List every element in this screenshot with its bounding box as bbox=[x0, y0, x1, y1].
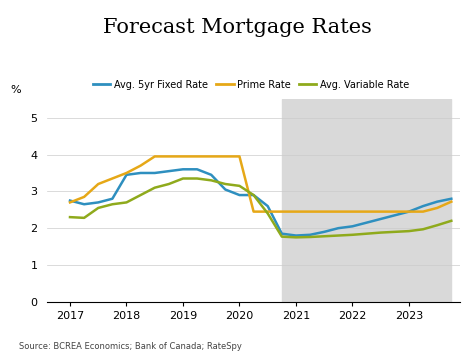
Prime Rate bbox=[222, 154, 228, 159]
Avg. 5yr Fixed Rate bbox=[67, 198, 73, 203]
Avg. 5yr Fixed Rate bbox=[293, 233, 299, 237]
Avg. 5yr Fixed Rate bbox=[166, 169, 172, 173]
Avg. Variable Rate bbox=[420, 227, 426, 231]
Text: %: % bbox=[10, 85, 21, 95]
Avg. Variable Rate bbox=[194, 176, 200, 181]
Prime Rate bbox=[81, 195, 87, 199]
Prime Rate bbox=[293, 209, 299, 214]
Prime Rate bbox=[364, 209, 369, 214]
Avg. 5yr Fixed Rate bbox=[420, 204, 426, 208]
Avg. 5yr Fixed Rate bbox=[95, 200, 101, 204]
Avg. 5yr Fixed Rate bbox=[222, 187, 228, 192]
Bar bbox=[282, 99, 451, 302]
Text: Source: BCREA Economics; Bank of Canada; RateSpy: Source: BCREA Economics; Bank of Canada;… bbox=[19, 343, 242, 351]
Avg. Variable Rate bbox=[67, 215, 73, 219]
Avg. 5yr Fixed Rate bbox=[434, 200, 440, 204]
Avg. 5yr Fixed Rate bbox=[237, 193, 242, 197]
Avg. Variable Rate bbox=[350, 233, 356, 237]
Avg. 5yr Fixed Rate bbox=[392, 213, 398, 217]
Prime Rate bbox=[307, 209, 313, 214]
Prime Rate bbox=[138, 164, 144, 168]
Prime Rate bbox=[448, 200, 454, 204]
Avg. Variable Rate bbox=[364, 231, 369, 236]
Avg. Variable Rate bbox=[336, 233, 341, 237]
Avg. Variable Rate bbox=[138, 193, 144, 197]
Avg. Variable Rate bbox=[180, 176, 186, 181]
Avg. 5yr Fixed Rate bbox=[194, 167, 200, 171]
Prime Rate bbox=[434, 206, 440, 210]
Avg. Variable Rate bbox=[237, 184, 242, 188]
Prime Rate bbox=[279, 209, 285, 214]
Prime Rate bbox=[194, 154, 200, 159]
Avg. Variable Rate bbox=[109, 202, 115, 206]
Prime Rate bbox=[209, 154, 214, 159]
Avg. Variable Rate bbox=[279, 235, 285, 239]
Prime Rate bbox=[321, 209, 327, 214]
Avg. 5yr Fixed Rate bbox=[406, 209, 412, 214]
Prime Rate bbox=[406, 209, 412, 214]
Prime Rate bbox=[152, 154, 157, 159]
Avg. Variable Rate bbox=[321, 234, 327, 239]
Avg. Variable Rate bbox=[124, 200, 129, 204]
Avg. 5yr Fixed Rate bbox=[209, 173, 214, 177]
Prime Rate bbox=[95, 182, 101, 186]
Avg. 5yr Fixed Rate bbox=[307, 233, 313, 237]
Avg. Variable Rate bbox=[81, 216, 87, 220]
Avg. 5yr Fixed Rate bbox=[81, 202, 87, 206]
Prime Rate bbox=[336, 209, 341, 214]
Avg. 5yr Fixed Rate bbox=[364, 220, 369, 225]
Avg. Variable Rate bbox=[392, 230, 398, 234]
Avg. 5yr Fixed Rate bbox=[448, 197, 454, 201]
Avg. Variable Rate bbox=[251, 193, 256, 197]
Avg. Variable Rate bbox=[448, 219, 454, 223]
Prime Rate bbox=[251, 209, 256, 214]
Avg. Variable Rate bbox=[209, 178, 214, 182]
Prime Rate bbox=[265, 209, 271, 214]
Avg. 5yr Fixed Rate bbox=[321, 230, 327, 234]
Prime Rate bbox=[166, 154, 172, 159]
Avg. 5yr Fixed Rate bbox=[336, 226, 341, 230]
Avg. 5yr Fixed Rate bbox=[251, 193, 256, 197]
Avg. 5yr Fixed Rate bbox=[378, 217, 383, 221]
Avg. Variable Rate bbox=[406, 229, 412, 233]
Avg. 5yr Fixed Rate bbox=[265, 204, 271, 208]
Avg. Variable Rate bbox=[95, 206, 101, 210]
Prime Rate bbox=[420, 209, 426, 214]
Avg. 5yr Fixed Rate bbox=[180, 167, 186, 171]
Avg. 5yr Fixed Rate bbox=[138, 171, 144, 175]
Avg. 5yr Fixed Rate bbox=[350, 224, 356, 229]
Avg. Variable Rate bbox=[293, 235, 299, 240]
Prime Rate bbox=[378, 209, 383, 214]
Avg. 5yr Fixed Rate bbox=[152, 171, 157, 175]
Avg. Variable Rate bbox=[152, 186, 157, 190]
Avg. Variable Rate bbox=[307, 235, 313, 239]
Line: Avg. 5yr Fixed Rate: Avg. 5yr Fixed Rate bbox=[70, 169, 451, 235]
Prime Rate bbox=[180, 154, 186, 159]
Prime Rate bbox=[237, 154, 242, 159]
Line: Prime Rate: Prime Rate bbox=[70, 157, 451, 212]
Prime Rate bbox=[67, 200, 73, 204]
Avg. Variable Rate bbox=[378, 230, 383, 235]
Text: Forecast Mortgage Rates: Forecast Mortgage Rates bbox=[102, 18, 372, 37]
Prime Rate bbox=[109, 176, 115, 181]
Avg. Variable Rate bbox=[265, 211, 271, 215]
Prime Rate bbox=[392, 209, 398, 214]
Legend: Avg. 5yr Fixed Rate, Prime Rate, Avg. Variable Rate: Avg. 5yr Fixed Rate, Prime Rate, Avg. Va… bbox=[89, 76, 413, 94]
Avg. Variable Rate bbox=[434, 223, 440, 227]
Avg. 5yr Fixed Rate bbox=[124, 173, 129, 177]
Prime Rate bbox=[124, 171, 129, 175]
Prime Rate bbox=[350, 209, 356, 214]
Line: Avg. Variable Rate: Avg. Variable Rate bbox=[70, 179, 451, 237]
Avg. Variable Rate bbox=[166, 182, 172, 186]
Avg. 5yr Fixed Rate bbox=[279, 231, 285, 236]
Avg. Variable Rate bbox=[222, 182, 228, 186]
Avg. 5yr Fixed Rate bbox=[109, 197, 115, 201]
